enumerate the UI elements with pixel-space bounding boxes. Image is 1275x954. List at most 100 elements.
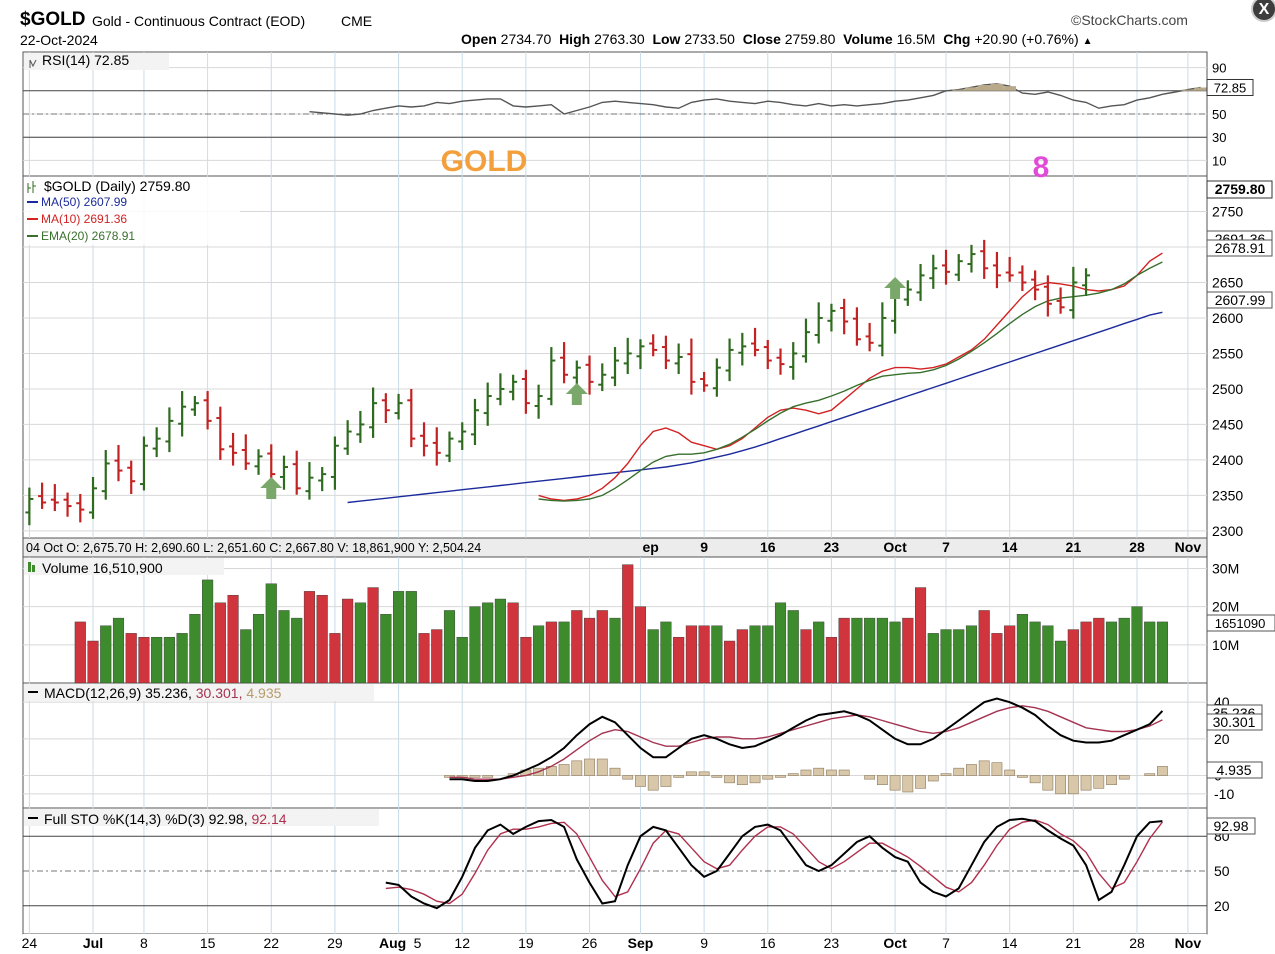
series-line-ma50 <box>347 311 1163 504</box>
open-label: Open <box>461 31 497 47</box>
rsi-tick-label: 10 <box>1212 153 1226 168</box>
volume-bar <box>991 633 1003 684</box>
price-tick-label: 2650 <box>1212 274 1243 290</box>
volume-legend-icon <box>28 562 31 572</box>
volume-tick-label: 20M <box>1212 599 1239 615</box>
macd-hist-bar <box>1080 775 1092 791</box>
macd-hist-bar <box>1042 775 1054 791</box>
up-triangle-icon: ▲ <box>1082 36 1093 47</box>
sto-last-label: 92.98 <box>1213 818 1248 834</box>
x-tick-label: Nov <box>1175 935 1202 951</box>
volume-bar <box>163 636 175 684</box>
contract-description: Gold - Continuous Contract (EOD) <box>92 13 306 29</box>
volume-bar <box>647 629 659 684</box>
ma50-last-label-box <box>1206 291 1273 309</box>
volume-bar <box>354 602 366 684</box>
volume-bar <box>252 614 265 684</box>
date-strip-info: 04 Oct O: 2,675.70 H: 2,690.60 L: 2,651.… <box>26 541 481 555</box>
date-strip-tick: 9 <box>700 539 708 555</box>
volume-bar <box>189 614 201 684</box>
x-tick-label: 22 <box>263 935 279 951</box>
volume-bar <box>240 629 252 684</box>
ema20-last-label: 2678.91 <box>1215 240 1266 256</box>
volume-bar <box>673 636 685 684</box>
rsi-overbought-fill <box>1194 87 1207 91</box>
volume-bar <box>1118 617 1130 684</box>
volume-bar <box>825 636 837 684</box>
watermark-text: StockCharts.com <box>1081 12 1188 28</box>
x-tick-label: 16 <box>760 935 776 951</box>
macd-hist-bar <box>635 775 646 787</box>
volume-bar <box>787 610 799 684</box>
date-strip-tick: 23 <box>824 539 840 555</box>
macd-hist-bar <box>724 775 735 784</box>
gold-annotation: GOLD <box>441 145 528 178</box>
volume-bar <box>889 621 901 684</box>
x-tick-label: 8 <box>140 935 148 951</box>
macd-hist-bar <box>558 764 570 776</box>
macd-hist-bar <box>787 773 799 776</box>
volume-bar <box>74 621 86 684</box>
high-value: 2763.30 <box>594 31 645 47</box>
volume-bar <box>736 629 748 684</box>
macd-hist-bar <box>749 775 761 784</box>
macd-signal-line <box>449 705 1163 780</box>
volume-bar <box>583 617 596 684</box>
x-tick-label: 29 <box>327 935 343 951</box>
symbol-title: $GOLD <box>20 9 86 30</box>
macd-hist-bar <box>800 769 812 776</box>
rsi-legend-icon <box>29 59 37 68</box>
macd-hist-bar <box>571 760 583 776</box>
rsi-overbought-fill <box>965 87 978 91</box>
open-value: 2734.70 <box>500 31 552 47</box>
x-tick-label: 12 <box>454 935 470 951</box>
volume-bar <box>227 594 239 684</box>
price-tick-label: 2550 <box>1212 345 1243 361</box>
volume-bar <box>202 579 214 684</box>
macd-hist-bar <box>1144 773 1156 776</box>
macd-hist-bar <box>660 775 672 787</box>
x-tick-label: Jul <box>83 935 103 951</box>
macd-hist-bar <box>889 775 901 791</box>
volume-last-box <box>1206 614 1275 632</box>
date-strip <box>22 537 1208 558</box>
price-tick-label: 2600 <box>1212 310 1243 326</box>
date-strip-tick: 7 <box>942 539 950 555</box>
volume-bar <box>851 617 863 684</box>
legend-entry-1: MA(10) 2691.36 <box>41 212 127 226</box>
bottom-date-strip <box>23 934 1207 952</box>
rsi-overbought-fill <box>952 89 966 91</box>
sto-tick-label: 50 <box>1214 863 1230 879</box>
count-annotation: 8 <box>1033 151 1050 184</box>
rsi-last-box <box>1206 78 1254 96</box>
volume-bar <box>1067 629 1079 684</box>
volume-bar <box>902 617 914 684</box>
volume-bar <box>1144 621 1156 684</box>
up-arrow-icon <box>565 383 588 405</box>
x-tick-label: Sep <box>628 935 654 951</box>
close-button[interactable]: X <box>1251 0 1275 22</box>
volume-bar <box>1156 621 1168 684</box>
close-label: Close <box>742 31 781 47</box>
rsi-legend-title: RSI(14) 72.85 <box>42 52 129 68</box>
volume-bar <box>342 598 354 684</box>
volume-bar <box>622 564 634 684</box>
volume-bar <box>87 640 99 684</box>
rsi-legend-bg <box>24 53 169 70</box>
volume-bar <box>418 633 430 684</box>
macd-hist-bar <box>482 775 494 778</box>
macd-hist-bar <box>966 764 977 776</box>
macd-hist-bar <box>1067 775 1079 795</box>
macd-hist-bar <box>698 771 710 776</box>
ema20-last-label-box <box>1206 239 1273 257</box>
date-strip-tick: 21 <box>1066 539 1082 555</box>
price-tick-label: 2400 <box>1212 452 1243 468</box>
low-value: 2733.50 <box>684 31 735 47</box>
copyright-icon: © <box>1071 12 1082 28</box>
price-legend-bg <box>24 177 240 245</box>
volume-bar <box>978 610 990 684</box>
macd-hist-bar <box>953 767 965 776</box>
macd-hist-bar <box>609 767 621 776</box>
macd-hist-bar <box>813 767 825 776</box>
